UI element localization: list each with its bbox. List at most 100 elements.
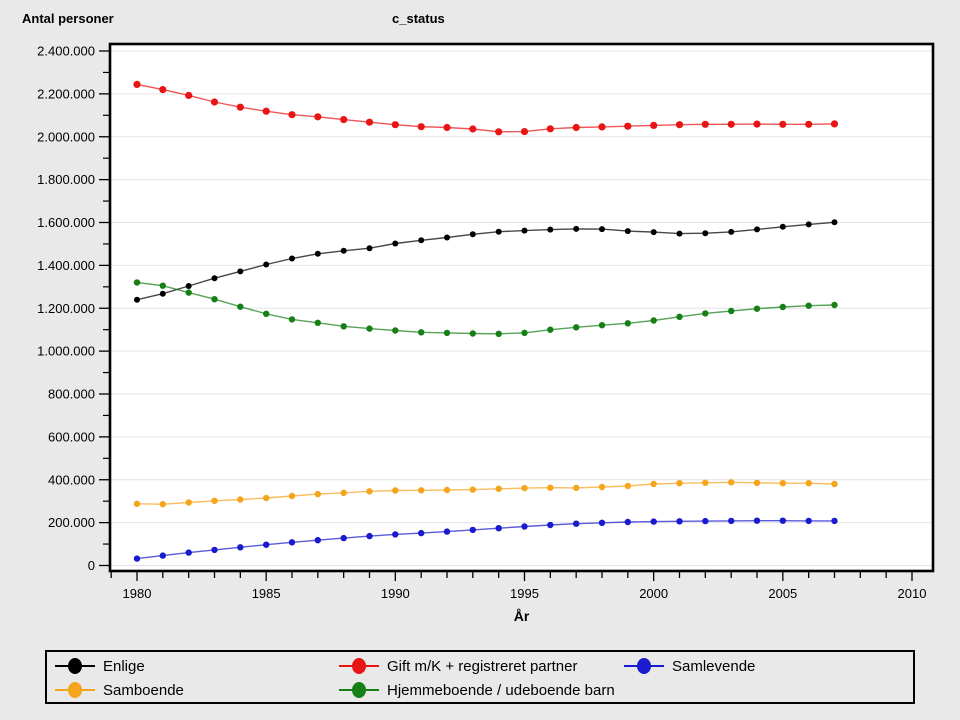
data-point	[728, 517, 735, 525]
legend-label: Enlige	[103, 657, 145, 675]
y-tick-label: 0	[88, 558, 95, 573]
y-tick-label: 1.800.000	[37, 172, 95, 187]
data-point	[159, 552, 166, 559]
data-point	[547, 326, 554, 333]
legend-label: Samlevende	[672, 657, 756, 675]
data-point	[520, 128, 529, 136]
series-gift-m-k-registreret-partner	[133, 80, 839, 136]
y-tick-label: 200.000	[48, 515, 95, 530]
data-point	[314, 250, 321, 257]
data-point	[521, 484, 528, 492]
x-axis: 1980 1985 1990 1995 2000 2005 2010	[110, 571, 927, 601]
data-point	[676, 480, 683, 487]
data-point	[185, 499, 192, 506]
legend-marker-icon	[624, 657, 664, 675]
data-point	[650, 480, 657, 488]
data-point	[675, 121, 684, 129]
data-point	[702, 230, 709, 237]
data-point	[392, 487, 399, 494]
data-point	[288, 111, 296, 119]
data-point	[469, 486, 476, 493]
y-tick-label: 1.200.000	[37, 301, 95, 316]
data-point	[211, 497, 218, 504]
data-point	[288, 316, 296, 323]
data-point	[805, 517, 812, 525]
data-point	[392, 327, 399, 334]
data-point	[340, 323, 347, 330]
x-tick-label: 1980	[123, 586, 152, 601]
data-point	[263, 541, 270, 548]
data-point	[754, 226, 760, 233]
data-point	[495, 330, 502, 337]
data-point	[392, 240, 399, 247]
data-point	[598, 519, 606, 526]
x-axis-title: År	[513, 608, 530, 624]
chart-canvas: 0 200.000 400.000 600.000 800.000 1.000.000 1.…	[37, 42, 935, 601]
data-point	[831, 517, 838, 525]
data-point	[547, 484, 554, 491]
legend-entry-gift: Gift m/K + registreret partner	[339, 656, 577, 676]
series-line	[136, 83, 835, 133]
data-point	[289, 255, 295, 262]
legend-label: Gift m/K + registreret partner	[387, 657, 578, 675]
y-axis-title: Antal personer	[22, 11, 114, 26]
data-point	[159, 282, 166, 289]
y-tick-label: 1.000.000	[37, 344, 95, 359]
data-point	[133, 500, 141, 507]
data-point	[805, 120, 813, 128]
data-point	[366, 245, 373, 252]
chart-title: c_status	[392, 11, 445, 26]
series-samboende	[133, 479, 838, 508]
data-point	[365, 118, 374, 126]
data-point	[779, 120, 787, 128]
data-point	[237, 496, 244, 503]
series-line	[136, 281, 835, 335]
data-point	[211, 296, 218, 303]
data-point	[443, 528, 451, 535]
legend-label: Hjemmeboende / udeboende barn	[387, 681, 615, 699]
data-point	[521, 227, 528, 234]
data-point	[210, 98, 219, 106]
series-hjemmeboende-udeboende-barn	[133, 279, 838, 337]
series-line	[136, 520, 835, 560]
data-point	[598, 483, 606, 491]
y-tick-label: 2.400.000	[37, 44, 95, 59]
data-point	[728, 228, 735, 235]
data-point	[702, 517, 709, 525]
data-point	[573, 484, 580, 492]
x-tick-label: 1985	[252, 586, 281, 601]
data-point	[444, 234, 450, 241]
data-point	[547, 521, 554, 529]
data-point	[263, 310, 270, 317]
series-line	[136, 481, 835, 505]
data-point	[237, 303, 244, 310]
x-tick-label: 2010	[898, 586, 927, 601]
data-point	[702, 310, 709, 317]
data-point	[753, 305, 761, 312]
data-point	[418, 487, 425, 494]
y-axis: 0 200.000 400.000 600.000 800.000 1.000.000 1.…	[37, 44, 110, 573]
series-samlevende	[133, 517, 838, 562]
data-point	[236, 103, 244, 111]
data-point	[133, 80, 141, 88]
data-point	[211, 546, 218, 554]
data-point	[133, 279, 141, 286]
data-point	[573, 520, 580, 527]
y-tick-label: 2.200.000	[37, 86, 95, 101]
data-point	[624, 122, 632, 130]
data-point	[340, 489, 347, 496]
data-point	[495, 525, 502, 532]
y-tick-label: 2.000.000	[37, 129, 95, 144]
x-tick-label: 1990	[381, 586, 410, 601]
data-point	[650, 121, 658, 129]
data-point	[805, 480, 812, 487]
data-point	[211, 275, 218, 282]
data-point	[624, 482, 631, 490]
data-point	[263, 494, 270, 502]
data-point	[159, 86, 167, 94]
data-point	[779, 517, 786, 524]
x-tick-label: 2005	[768, 586, 797, 601]
data-point	[159, 290, 166, 297]
data-point	[392, 531, 399, 538]
data-point	[237, 544, 244, 551]
